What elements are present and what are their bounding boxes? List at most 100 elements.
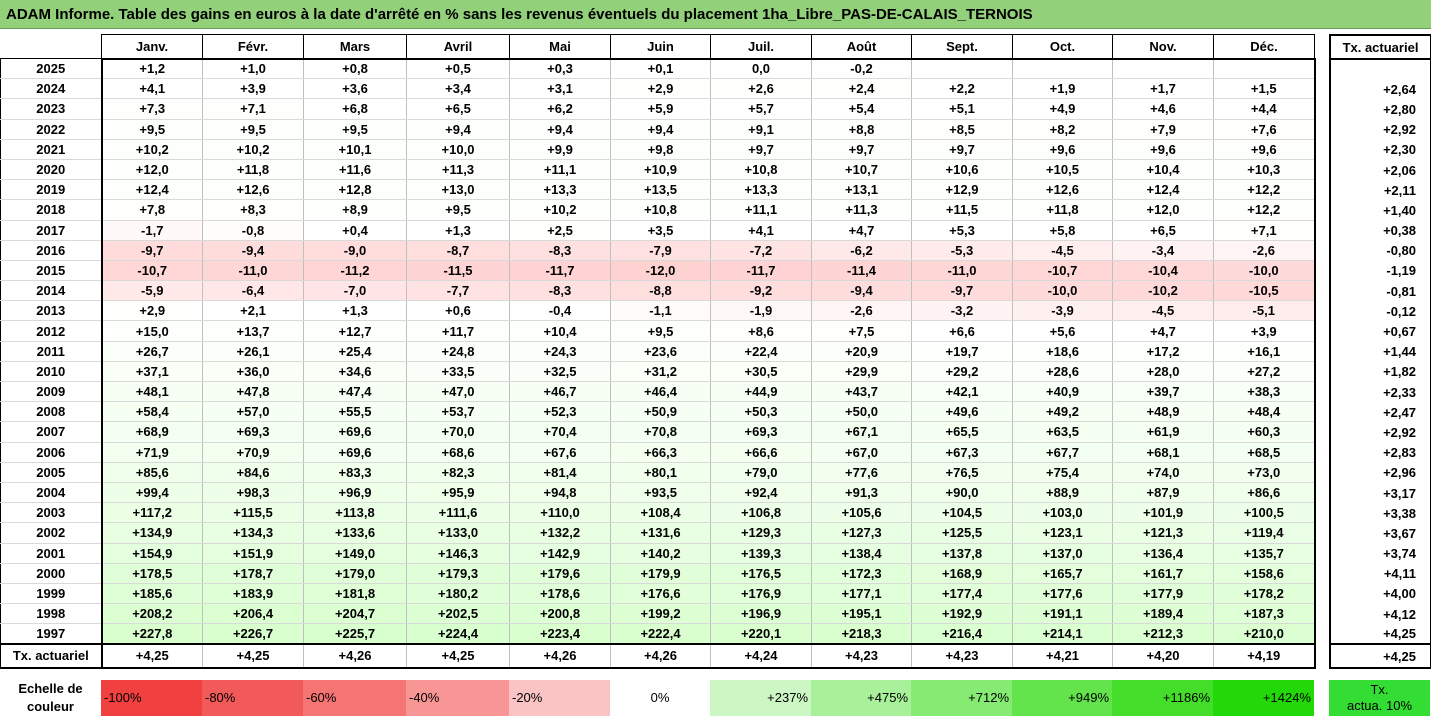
tx-cell: +2,06 [1329,159,1431,181]
gain-cell: +67,6 [509,442,611,463]
gain-cell: +85,6 [101,462,203,483]
gain-cell: +134,3 [202,522,304,544]
table-row: 2018 +7,8 +8,3 +8,9 +9,5 +10,2 +10,8 +11,1 +11,3… [0,199,1316,221]
gain-cell: +74,0 [1112,462,1214,483]
gain-cell: +50,0 [811,401,912,423]
year-cell: 2007 [0,421,103,443]
year-cell: 2001 [0,543,103,564]
gain-cell: +49,6 [911,401,1013,423]
gain-cell: -9,7 [911,280,1013,302]
gain-cell: +0,5 [406,58,510,80]
gain-cell: +110,0 [509,502,611,524]
gain-cell: +87,9 [1112,482,1214,504]
gain-cell: +5,3 [911,220,1013,241]
gain-cell: +8,9 [303,199,407,221]
gain-cell: +13,3 [710,179,812,201]
gain-cell: +154,9 [101,543,203,564]
gain-cell: -10,5 [1213,280,1316,302]
gain-cell: +24,8 [406,341,510,362]
gain-cell: +220,1 [710,623,812,645]
gain-cell: +86,6 [1213,482,1316,504]
gain-cell: +226,7 [202,623,304,645]
tx-cell: +1,82 [1329,361,1431,382]
gain-cell: +75,4 [1012,462,1113,483]
gain-cell: +9,4 [406,119,510,140]
gain-cell: +210,0 [1213,623,1316,645]
gain-cell: +0,1 [610,58,711,80]
tx-cell: +2,11 [1329,180,1431,201]
gain-cell: -7,9 [610,240,711,261]
gain-cell: +12,6 [202,179,304,201]
gain-cell: +176,5 [710,563,812,584]
table-row: 2022 +9,5 +9,5 +9,5 +9,4 +9,4 +9,4 +9,1 +8,8 +8,5… [0,119,1316,140]
gain-cell: +24,3 [509,341,611,362]
color-scale-swatch: 0% [610,680,710,716]
gain-cell: -10,0 [1213,260,1316,282]
table-row: 2013 +2,9 +2,1 +1,3 +0,6 -0,4 -1,1 -1,9 -2,6 -3,2… [0,300,1316,322]
year-cell: 2013 [0,300,103,322]
year-cell: 2023 [0,98,103,120]
gain-cell: +3,9 [202,78,304,100]
gain-cell: -8,3 [509,280,611,302]
color-scale-swatch: -40% [406,680,509,716]
gain-cell: +10,4 [509,320,611,342]
gain-cell: +216,4 [911,623,1013,645]
tx-row: +1,44 [1329,341,1431,362]
gain-cell: +9,7 [710,139,812,160]
tx-cell: +2,92 [1329,119,1431,140]
footer-rate-cell: +4,19 [1213,642,1316,669]
gain-cell: +7,3 [101,98,203,120]
gain-cell: +218,3 [811,623,912,645]
gain-cell: +165,7 [1012,563,1113,584]
gain-cell: +96,9 [303,482,407,504]
gain-cell: +9,6 [1213,139,1316,160]
gain-cell: +2,4 [811,78,912,100]
tx-footer-cell: +4,25 [1329,643,1431,670]
table-row: 2007 +68,9 +69,3 +69,6 +70,0 +70,4 +70,8 +69,3 +… [0,421,1316,443]
gain-cell: +179,9 [610,563,711,584]
tx-cell: +2,80 [1329,99,1431,120]
gain-cell: -8,7 [406,240,510,261]
footer-rate-cell: +4,20 [1112,642,1214,669]
table-row: 2014 -5,9 -6,4 -7,0 -7,7 -8,3 -8,8 -9,2 -9,4 -9,7… [0,280,1316,302]
gain-cell: +70,8 [610,421,711,443]
gain-cell: +55,5 [303,401,407,423]
gain-cell: +40,9 [1012,381,1113,403]
gain-cell: +13,0 [406,179,510,201]
footer-rate-cell: +4,24 [710,642,812,669]
gain-cell: +46,4 [610,381,711,403]
tx-cell: +0,67 [1329,321,1431,342]
gain-cell: +208,2 [101,603,203,625]
gain-cell: -7,2 [710,240,812,261]
gain-cell: +49,2 [1012,401,1113,423]
gain-cell: +131,6 [610,522,711,544]
tx-cell: +2,92 [1329,422,1431,443]
gain-cell: -11,4 [811,260,912,282]
actuarial-rate-table: Tx. actuariel +2,64 +2,80 +2,92 +2,30 +2,06 +… [1329,34,1431,670]
gain-cell: +66,3 [610,442,711,463]
gain-cell: +7,6 [1213,119,1316,140]
gain-cell: +60,3 [1213,421,1316,443]
gain-cell: +9,6 [1012,139,1113,160]
gain-cell: +222,4 [610,623,711,645]
gain-cell: +0,6 [406,300,510,322]
gain-cell: +115,5 [202,502,304,524]
gain-cell: +36,0 [202,361,304,383]
table-row: 2005 +85,6 +84,6 +83,3 +82,3 +81,4 +80,1 +79,0 +… [0,462,1316,483]
year-cell: 2025 [0,58,103,80]
gain-cell: -2,6 [811,300,912,322]
gain-cell: +11,3 [811,199,912,221]
gain-cell [911,58,1013,80]
gain-cell: +11,8 [202,159,304,181]
gain-cell: +7,1 [202,98,304,120]
gain-cell [1213,58,1316,80]
tx-row: +2,96 [1329,462,1431,483]
gain-cell: +98,3 [202,482,304,504]
gain-cell: +1,7 [1112,78,1214,100]
gain-cell: 0,0 [710,58,812,80]
table-row: 2021 +10,2 +10,2 +10,1 +10,0 +9,9 +9,8 +9,7 +9,7… [0,139,1316,160]
gain-cell: +0,4 [303,220,407,241]
tx-cell: -1,19 [1329,260,1431,282]
gain-cell: -6,4 [202,280,304,302]
gain-cell: +177,4 [911,583,1013,605]
